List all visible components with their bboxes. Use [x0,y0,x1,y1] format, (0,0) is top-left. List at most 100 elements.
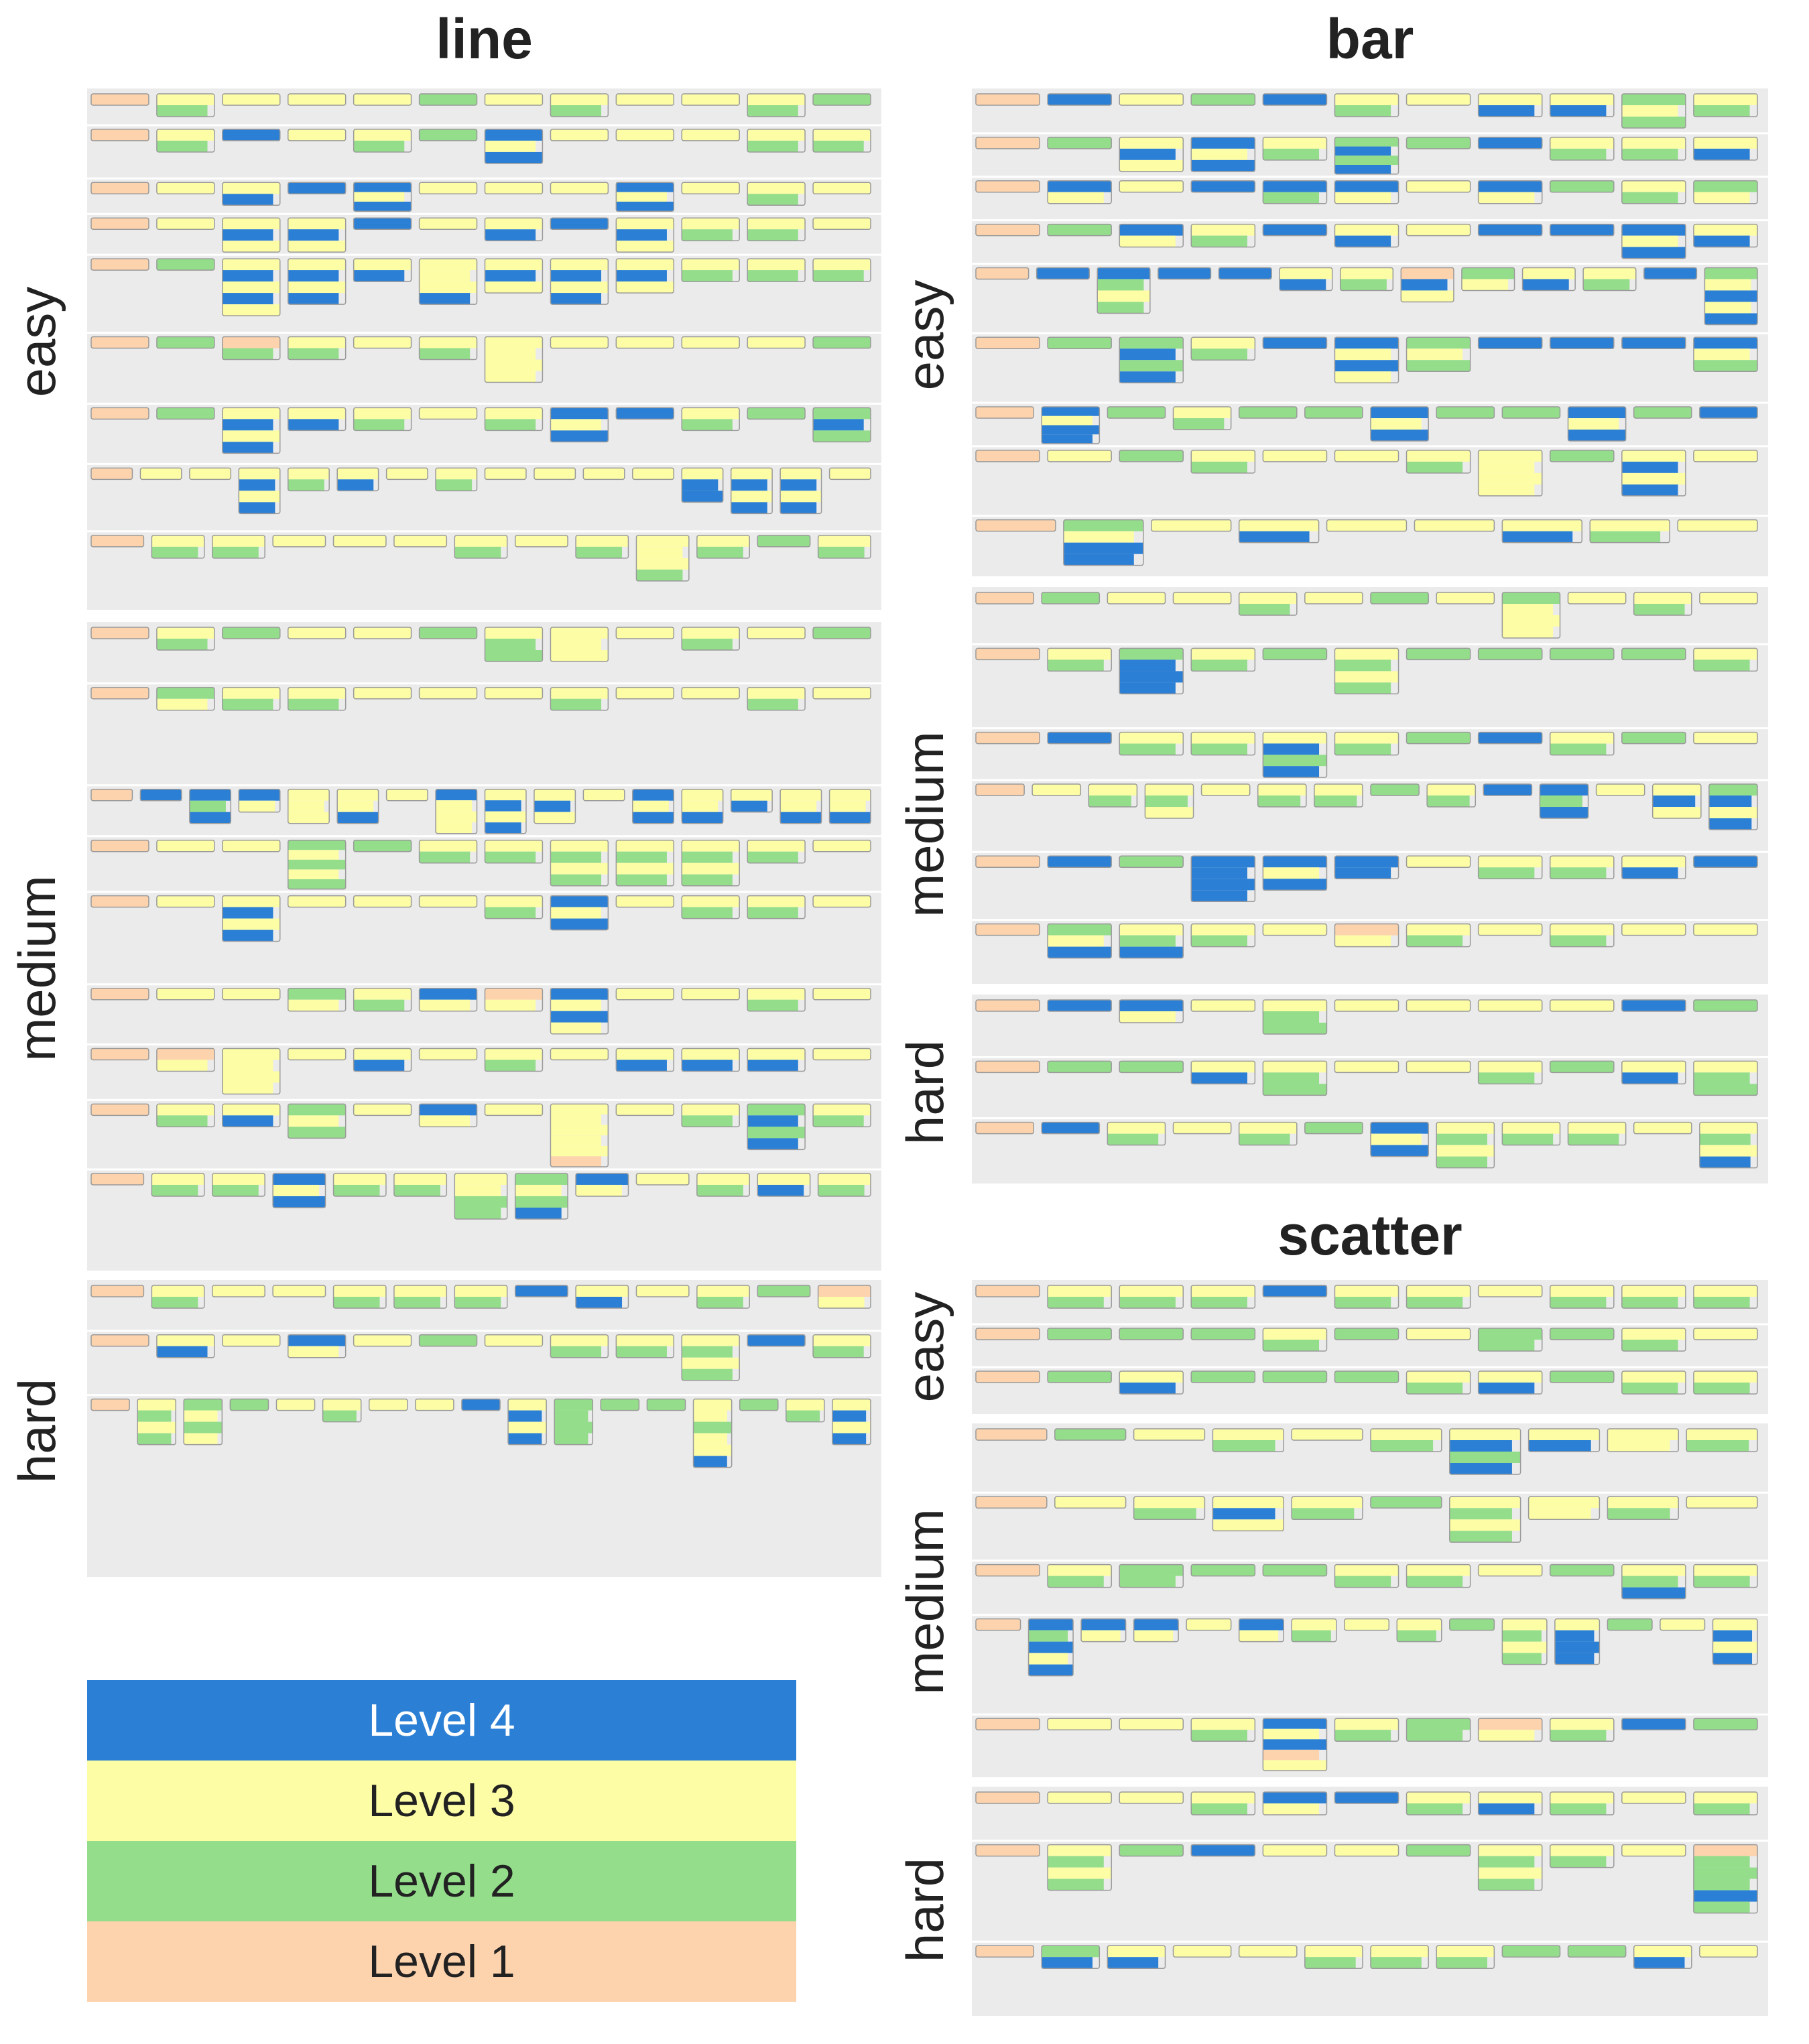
node-tree [1334,450,1399,462]
node-outline [1304,1121,1363,1135]
node-level-3 [1686,1429,1757,1440]
node-tree [1262,1285,1328,1297]
node-level-3 [1704,302,1751,314]
node-tree [550,217,609,230]
node-tree [681,182,740,195]
node-level-2 [1304,1957,1356,1969]
node-tree [1693,223,1758,248]
node-tree [635,535,690,582]
node-tree [212,1173,265,1197]
node-level-2 [393,1184,440,1196]
node-level-3 [616,1334,674,1346]
node-level-3 [419,999,471,1011]
node-outline [975,406,1034,419]
node-tree [1119,93,1184,106]
node-tree [1119,731,1184,756]
node-level-4 [1704,313,1757,325]
node-tree [1477,923,1543,936]
node-level-3 [151,1173,204,1185]
node-outline [1406,647,1471,661]
node-level-3 [1334,671,1399,683]
node-outline [747,407,806,420]
node-tree [1047,647,1112,672]
node-tree [975,450,1040,462]
node-level-2 [1119,1576,1176,1588]
node-tree [1047,450,1112,462]
node-level-3 [550,94,609,105]
node-level-4 [1652,795,1696,808]
node-level-4 [550,270,602,282]
node-level-4 [1621,1718,1686,1730]
node-tree [1621,93,1686,129]
node-outline [1549,923,1615,948]
node-level-4 [1712,1653,1753,1665]
node-level-1 [91,1285,144,1297]
node-level-2 [1334,105,1391,117]
node-level-4 [1334,1792,1399,1803]
node-outline [272,1285,326,1297]
node-tree [1343,1618,1390,1631]
row-label-bar-hard: hard [895,1039,954,1145]
node-outline [1567,1945,1627,1958]
node-level-3 [682,627,740,639]
node-level-3 [813,895,871,907]
node-level-3 [1119,732,1184,744]
node-tree [484,987,544,1012]
node-tree [1501,1618,1548,1665]
node-outline [1107,592,1166,604]
node-tree [1370,1496,1442,1509]
node-level-4 [288,270,339,282]
node-tree [1461,267,1515,292]
node-level-2 [1449,1508,1512,1520]
node-level-2 [747,229,798,241]
node-tree [1396,1618,1442,1643]
node-outline [1262,336,1328,349]
node-level-3 [550,627,609,639]
node-tree [435,788,478,834]
node-level-1 [976,923,1040,936]
node-outline [507,1398,547,1446]
node-outline [1190,1844,1256,1857]
node-level-3 [419,336,477,348]
node-level-1 [91,129,149,141]
node-outline [238,467,281,515]
node-level-3 [419,840,477,852]
node-level-2 [333,1184,380,1196]
node-outline [632,788,674,824]
node-outline [681,217,740,241]
node-level-2 [1502,1945,1560,1958]
node-level-3 [1334,192,1391,204]
node-level-2 [1263,1023,1327,1034]
node-level-3 [184,1410,218,1422]
node-level-3 [454,1285,507,1297]
node-tree [681,258,740,282]
node-level-3 [616,336,674,348]
node-tree [1449,1428,1521,1475]
node-level-3 [576,535,629,547]
node-outline [1238,406,1298,419]
node-level-1 [976,1844,1040,1856]
node-outline [332,1173,387,1197]
node-level-2 [1449,1531,1512,1543]
node-level-3 [485,281,543,294]
node-level-2 [1191,659,1247,672]
node-level-3 [682,407,740,420]
node-outline [1238,519,1320,544]
node-tree [730,788,773,813]
node-tree [1047,1060,1112,1074]
node-level-2 [1550,180,1614,192]
node-level-3 [222,687,280,699]
node-tree [151,1285,205,1309]
node-level-3 [1048,450,1112,462]
node-outline [1693,180,1758,204]
node-level-4 [682,812,723,824]
node-level-3 [1436,592,1495,604]
node-level-3 [288,281,346,294]
node-level-2 [1119,337,1184,349]
node-level-4 [550,1011,609,1023]
node-tree [1477,1844,1543,1891]
node-outline [1477,1791,1543,1815]
node-level-4 [1263,224,1327,236]
node-level-3 [1371,1133,1422,1145]
node-tree [1477,731,1543,745]
